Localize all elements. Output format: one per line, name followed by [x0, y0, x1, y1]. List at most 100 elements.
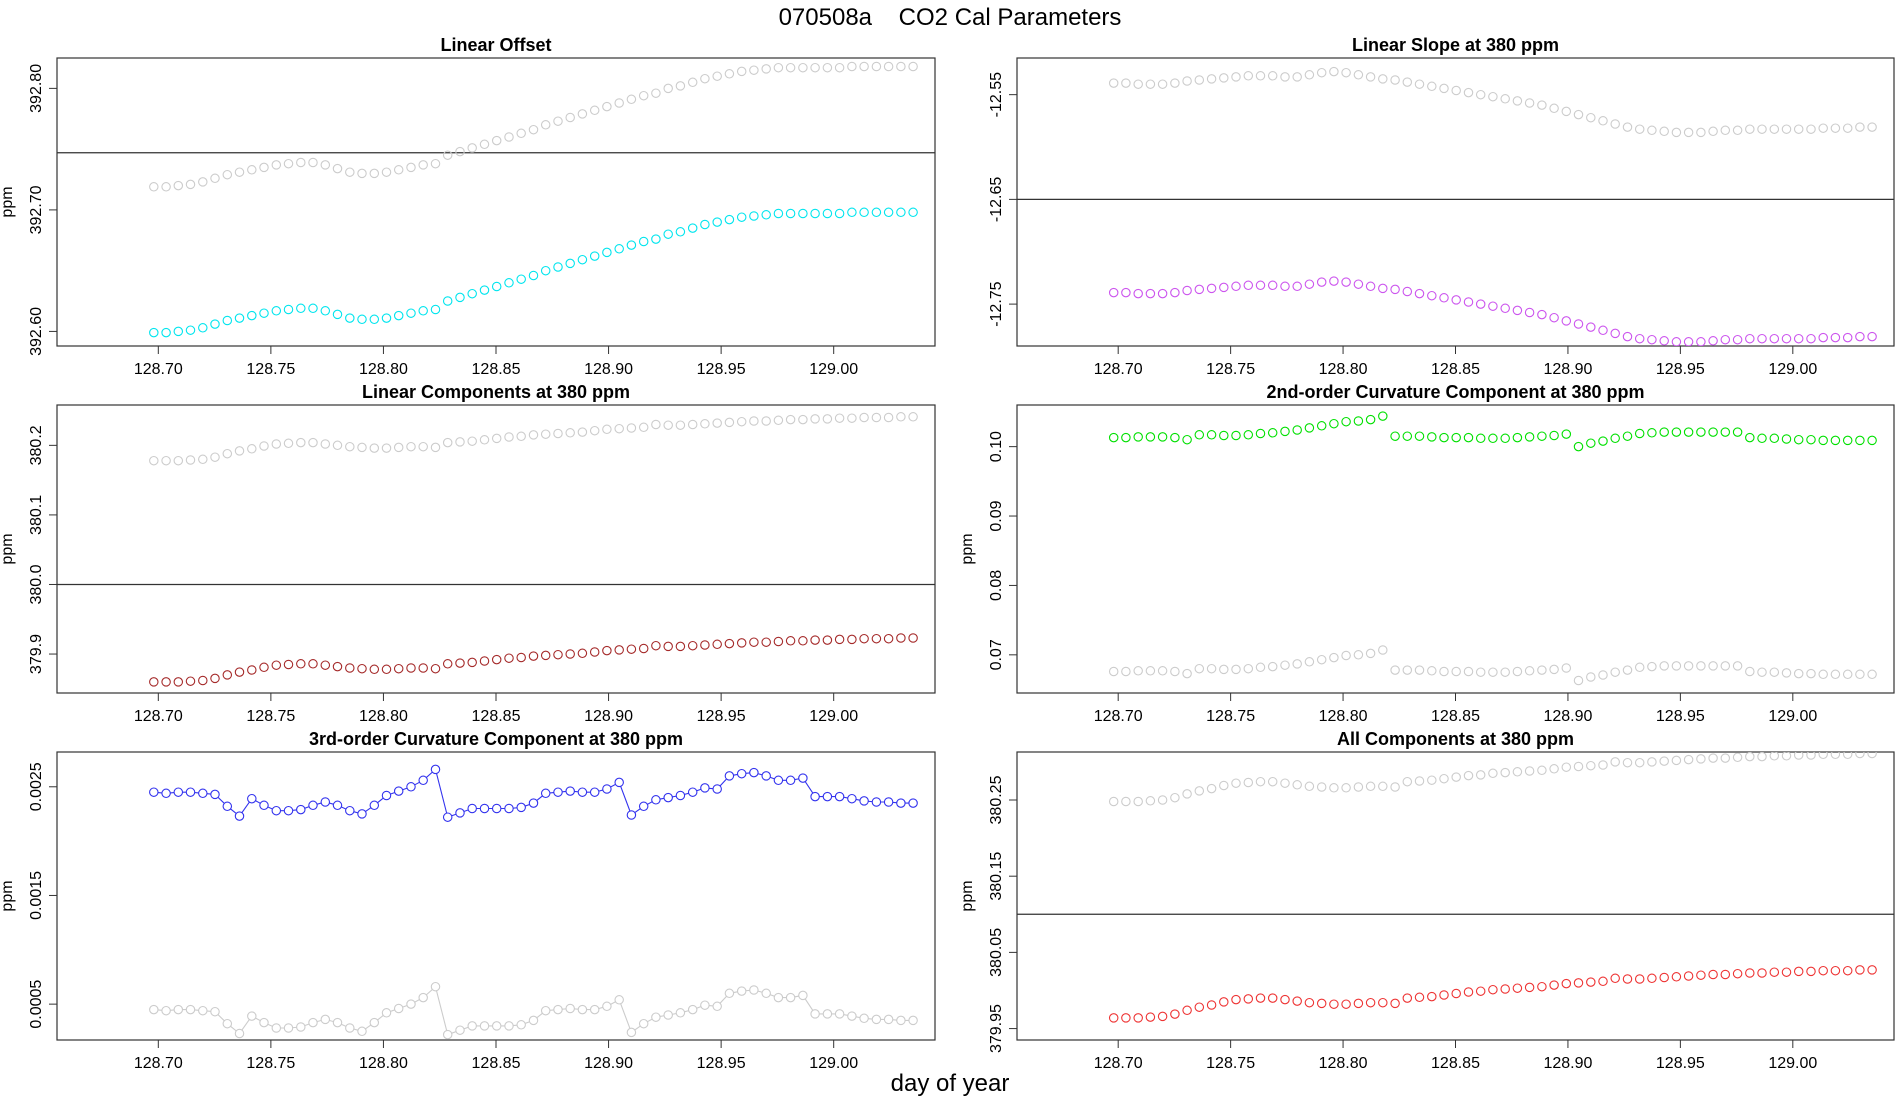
data-point	[1463, 770, 1474, 781]
panel-title: 3rd-order Curvature Component at 380 ppm	[309, 729, 683, 749]
data-point	[1316, 654, 1327, 665]
data-point	[1708, 969, 1718, 980]
data-point	[1255, 428, 1266, 439]
data-point	[1414, 776, 1425, 786]
panel-title: Linear Offset	[440, 35, 551, 55]
data-point	[1757, 124, 1767, 134]
data-point	[1280, 426, 1290, 437]
data-point	[626, 240, 637, 250]
data-point	[1793, 333, 1804, 344]
panel-title: All Components at 380 ppm	[1337, 729, 1574, 749]
data-point	[822, 1009, 833, 1019]
data-point	[834, 1009, 845, 1019]
data-point	[259, 308, 269, 318]
data-point	[700, 219, 710, 230]
data-point	[1830, 669, 1841, 680]
data-point	[712, 784, 722, 794]
data-point	[834, 413, 845, 423]
series-group	[149, 764, 918, 1040]
data-point	[259, 1017, 269, 1028]
data-point	[761, 416, 771, 426]
data-point	[1634, 757, 1645, 768]
data-point	[1427, 991, 1437, 1002]
data-point	[1219, 997, 1229, 1007]
data-point	[1806, 124, 1816, 134]
data-point	[491, 803, 502, 814]
data-point	[1427, 666, 1437, 676]
data-point	[296, 659, 306, 669]
data-point	[185, 1004, 196, 1015]
data-point	[1500, 433, 1510, 444]
data-point	[1561, 429, 1572, 439]
data-point	[491, 433, 502, 444]
data-point	[1708, 427, 1718, 437]
data-point	[467, 803, 477, 814]
data-point	[296, 303, 306, 314]
data-point	[1439, 83, 1449, 94]
x-tick-label: 129.00	[809, 361, 858, 378]
data-point	[393, 442, 404, 453]
x-tick-label: 128.90	[1543, 708, 1592, 725]
data-point	[565, 1003, 575, 1014]
data-point	[602, 1001, 612, 1012]
data-point	[1255, 71, 1266, 81]
data-point	[1659, 427, 1669, 437]
y-tick-label: 0.0015	[28, 871, 45, 920]
data-point	[822, 635, 833, 645]
data-point	[1537, 665, 1547, 675]
data-point	[247, 310, 257, 321]
data-point	[577, 254, 588, 265]
data-point	[687, 640, 698, 651]
data-point	[345, 441, 355, 452]
x-tick-label: 128.70	[1094, 361, 1143, 378]
data-point	[247, 165, 257, 175]
data-point	[1316, 998, 1327, 1009]
data-point	[749, 637, 759, 647]
x-tick-label: 128.95	[697, 1055, 746, 1072]
data-point	[577, 648, 588, 659]
data-point	[1329, 652, 1339, 663]
data-point	[345, 313, 355, 323]
data-point	[798, 636, 808, 646]
x-tick-label: 128.85	[1431, 1055, 1480, 1072]
data-point	[798, 414, 808, 425]
data-point	[1292, 72, 1302, 82]
data-point	[1451, 666, 1461, 677]
chart-panel-2: Linear Slope at 380 ppm 128.70 128.75 128.8…	[988, 35, 1895, 378]
data-point	[222, 670, 233, 680]
data-point	[1488, 301, 1498, 311]
data-point	[1427, 775, 1437, 785]
data-point	[1537, 765, 1547, 776]
data-point	[1634, 662, 1645, 673]
data-point	[210, 1006, 220, 1017]
data-point	[234, 313, 245, 323]
data-point	[651, 419, 661, 430]
data-point	[1793, 752, 1804, 760]
data-point	[1402, 665, 1413, 675]
data-point	[479, 435, 490, 445]
panel-title: Linear Components at 380 ppm	[362, 382, 630, 402]
data-point	[810, 1009, 820, 1019]
data-point	[651, 795, 661, 805]
data-point	[1781, 434, 1792, 444]
data-point	[504, 1021, 514, 1031]
data-point	[259, 441, 269, 451]
data-point	[822, 62, 833, 73]
data-point	[798, 62, 808, 73]
data-point	[161, 1005, 171, 1016]
y-tick-label: 380.15	[988, 852, 1005, 901]
data-point	[1170, 1009, 1180, 1019]
data-point	[1573, 761, 1584, 772]
data-point	[638, 422, 649, 433]
data-point	[1830, 752, 1841, 760]
data-point	[1170, 78, 1180, 88]
data-point	[296, 804, 306, 815]
data-point	[675, 1008, 686, 1018]
data-point	[602, 645, 612, 656]
data-point	[1561, 316, 1572, 326]
data-point	[1439, 773, 1449, 784]
data-point	[1573, 109, 1584, 120]
data-point	[1830, 965, 1841, 976]
data-point	[1622, 331, 1633, 342]
data-point	[528, 651, 539, 661]
